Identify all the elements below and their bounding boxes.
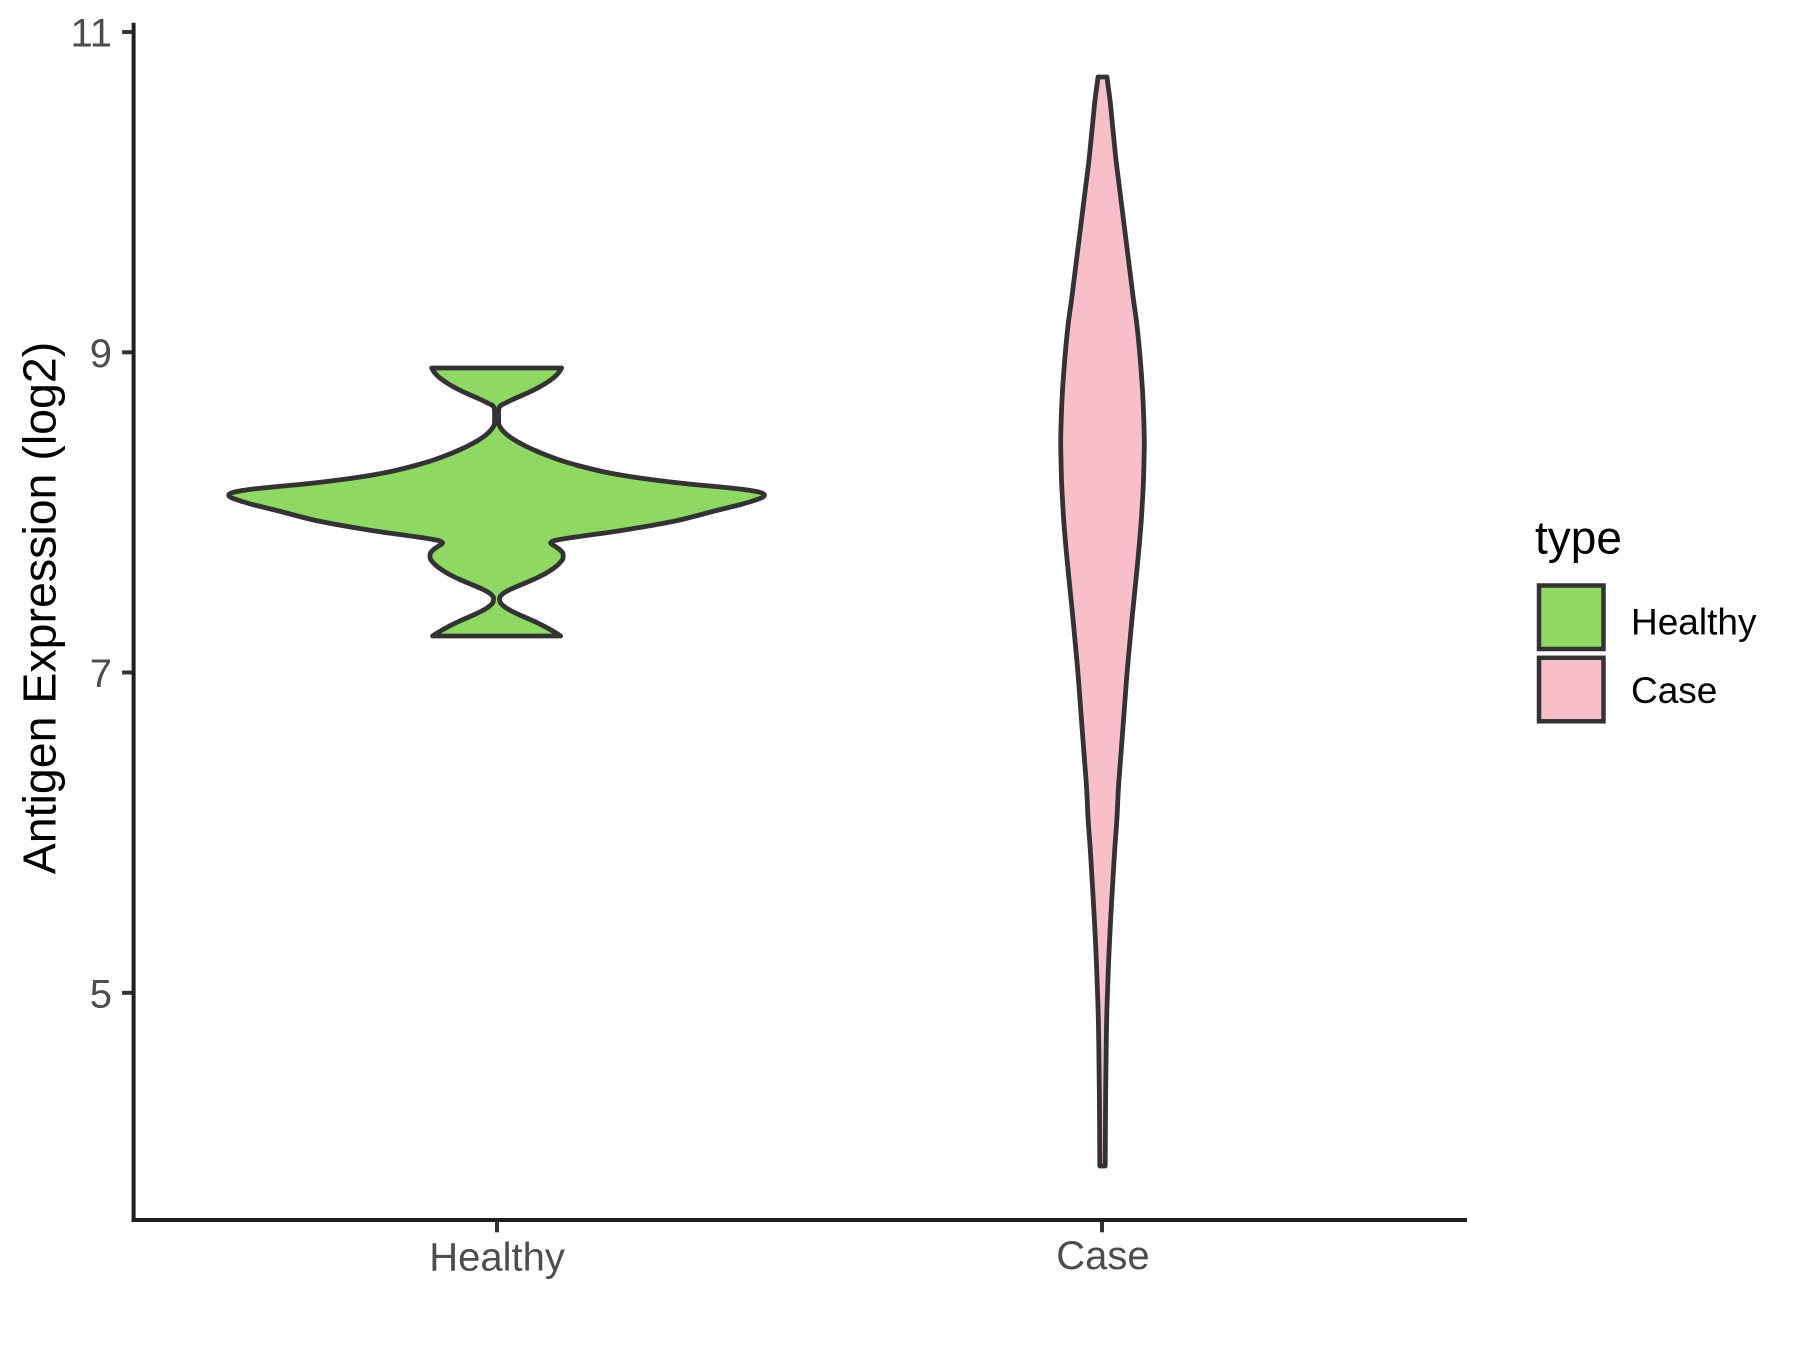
svg-text:7: 7 bbox=[90, 652, 112, 696]
svg-text:Healthy: Healthy bbox=[1631, 602, 1757, 643]
svg-text:Healthy: Healthy bbox=[429, 1236, 565, 1280]
svg-text:11: 11 bbox=[70, 12, 112, 56]
svg-text:Antigen Expression (log2): Antigen Expression (log2) bbox=[14, 342, 66, 874]
svg-text:9: 9 bbox=[90, 332, 112, 376]
svg-text:Case: Case bbox=[1056, 1234, 1149, 1278]
svg-text:type: type bbox=[1535, 512, 1622, 564]
svg-text:Case: Case bbox=[1631, 670, 1717, 711]
svg-text:5: 5 bbox=[90, 972, 112, 1016]
